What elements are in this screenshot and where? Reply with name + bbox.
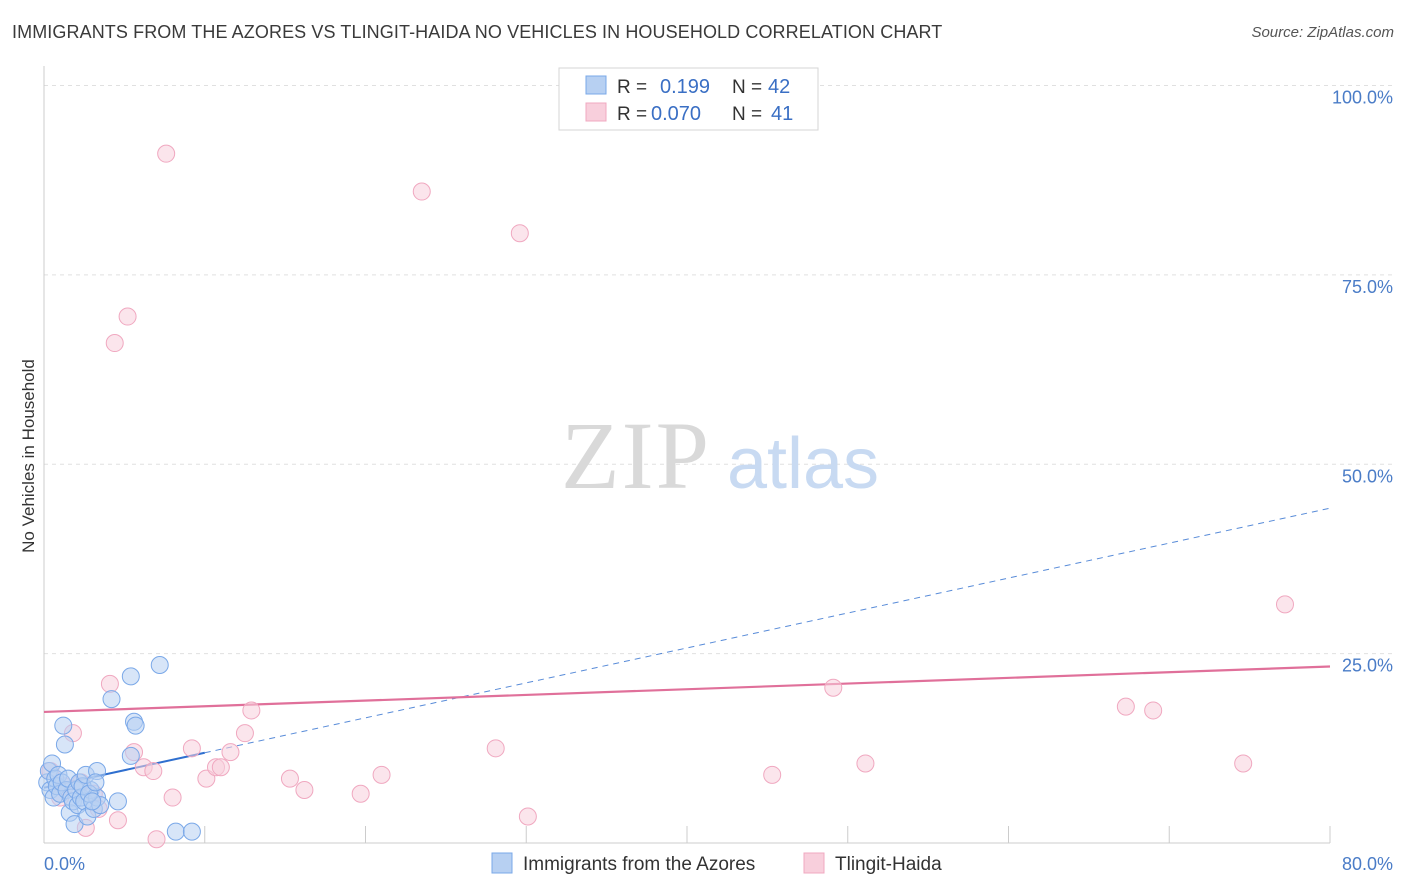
y-tick-label: 75.0% — [1342, 277, 1393, 297]
trend-line-tlingit — [43, 665, 1331, 714]
point-azores — [126, 716, 145, 735]
point-tlingit — [144, 762, 163, 781]
point-tlingit — [280, 769, 299, 788]
point-tlingit — [372, 765, 391, 784]
series-legend: Immigrants from the Azores Tlingit-Haida — [491, 852, 942, 875]
x-tick-label: 0.0% — [44, 854, 85, 874]
series-legend-label-azores: Immigrants from the Azores — [523, 854, 755, 875]
point-azores — [166, 822, 185, 841]
source-label: Source: ZipAtlas.com — [1251, 24, 1394, 41]
point-tlingit — [518, 807, 537, 826]
legend-swatch-tlingit — [585, 102, 607, 122]
series-legend-swatch-tlingit — [803, 852, 825, 874]
point-tlingit — [1234, 754, 1253, 773]
legend-swatch-azores — [585, 75, 607, 95]
point-azores — [121, 667, 140, 686]
legend-n-value-tlingit: 41 — [771, 103, 793, 125]
legend-r-label-azores: R = — [617, 77, 647, 98]
point-tlingit — [412, 182, 431, 201]
point-tlingit — [235, 724, 254, 743]
point-tlingit — [1144, 701, 1163, 720]
trend-lines — [43, 507, 1331, 789]
point-tlingit — [1116, 697, 1135, 716]
point-tlingit — [824, 678, 843, 697]
point-tlingit — [510, 224, 529, 243]
point-azores — [86, 773, 105, 792]
point-azores — [102, 690, 121, 709]
axes — [43, 66, 1331, 844]
y-tick-label: 50.0% — [1342, 466, 1393, 486]
point-azores — [121, 746, 140, 765]
watermark-zip: ZIP — [561, 402, 711, 509]
point-tlingit — [221, 743, 240, 762]
y-tick-label: 25.0% — [1342, 656, 1393, 676]
trend-line-azores-extension — [204, 507, 1331, 754]
tick-labels: 25.0% 50.0% 75.0% 100.0% 0.0% 80.0% — [44, 88, 1393, 875]
point-azores — [54, 716, 73, 735]
point-tlingit — [182, 739, 201, 758]
legend-r-label-tlingit: R = — [617, 104, 647, 125]
y-axis-title: No Vehicles in Household — [19, 359, 38, 553]
chart-title: IMMIGRANTS FROM THE AZORES VS TLINGIT-HA… — [12, 22, 943, 42]
point-tlingit — [108, 811, 127, 830]
point-tlingit — [100, 674, 119, 693]
point-tlingit — [1275, 595, 1294, 614]
point-tlingit — [118, 307, 137, 326]
point-tlingit — [295, 780, 314, 799]
legend-r-value-azores: 0.199 — [660, 76, 710, 98]
watermark: ZIP atlas — [561, 402, 879, 509]
series-legend-label-tlingit: Tlingit-Haida — [835, 854, 942, 875]
point-azores — [150, 655, 169, 674]
point-tlingit — [147, 830, 166, 849]
point-tlingit — [763, 765, 782, 784]
point-tlingit — [105, 334, 124, 353]
point-tlingit — [211, 758, 230, 777]
point-azores — [83, 792, 102, 811]
point-azores — [55, 735, 74, 754]
point-tlingit — [157, 144, 176, 163]
grid — [44, 85, 1392, 655]
point-tlingit — [163, 788, 182, 807]
legend-n-label-azores: N = — [732, 77, 762, 98]
data-points — [38, 144, 1294, 849]
point-tlingit — [351, 784, 370, 803]
y-tick-label: 100.0% — [1332, 88, 1393, 108]
point-azores — [182, 822, 201, 841]
series-legend-swatch-azores — [491, 852, 513, 874]
legend-n-label-tlingit: N = — [732, 104, 762, 125]
point-tlingit — [856, 754, 875, 773]
stats-legend: R = 0.199 N = 42 R = 0.070 N = 41 — [558, 67, 819, 131]
legend-n-value-azores: 42 — [768, 76, 790, 98]
watermark-atlas: atlas — [727, 424, 879, 504]
point-tlingit — [486, 739, 505, 758]
point-tlingit — [242, 701, 261, 720]
x-tick-label: 80.0% — [1342, 854, 1393, 874]
legend-r-value-tlingit: 0.070 — [651, 103, 701, 125]
point-azores — [108, 792, 127, 811]
